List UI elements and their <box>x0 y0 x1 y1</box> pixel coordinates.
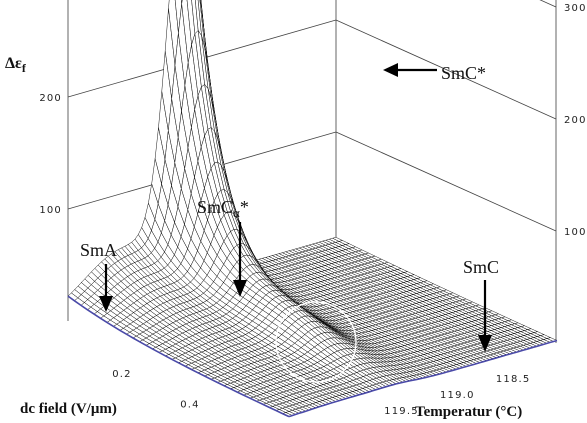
arrow-smcstar <box>383 63 437 77</box>
z-tick-right: 200 <box>564 115 587 126</box>
annotation-smcalpha: SmCα* <box>197 197 249 220</box>
z-axis-label: Δεf <box>5 55 27 75</box>
z-tick-left: 200 <box>39 93 62 104</box>
highlight-circle <box>275 301 357 383</box>
arrow-smc <box>478 280 492 352</box>
y-axis-label: Temperatur (°C) <box>415 404 522 420</box>
arrow-smcalpha <box>233 222 247 297</box>
arrow-sma <box>99 264 113 312</box>
annotation-smc: SmC <box>463 257 499 277</box>
surface-mesh <box>67 0 558 418</box>
tick-labels: 1001002002003003000.20.40.6120.0119.5119… <box>39 3 587 423</box>
y-tick: 119.5 <box>384 406 419 417</box>
z-tick-right: 300 <box>564 3 587 14</box>
x-axis-label: dc field (V/μm) <box>20 401 117 417</box>
x-tick: 0.4 <box>180 399 200 410</box>
annotation-smcstar: SmC* <box>441 63 486 83</box>
surface-left-edge <box>67 295 290 418</box>
surface-front-edge <box>288 339 558 418</box>
y-tick: 119.0 <box>440 390 475 401</box>
y-tick: 118.5 <box>496 374 531 385</box>
annotation-sma: SmA <box>80 240 117 260</box>
plot-box <box>67 0 557 343</box>
z-tick-right: 100 <box>564 227 587 238</box>
x-tick: 0.2 <box>112 369 132 380</box>
z-tick-left: 100 <box>39 205 62 216</box>
